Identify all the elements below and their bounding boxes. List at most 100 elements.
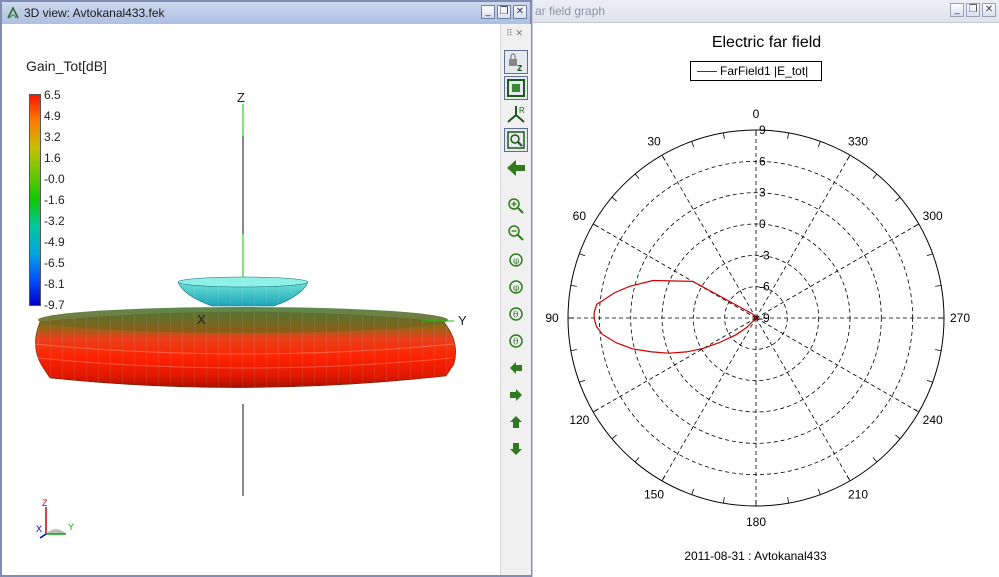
polar-angle-label: 240 bbox=[923, 413, 943, 427]
polar-tick bbox=[913, 223, 920, 228]
polar-grid-spoke bbox=[755, 317, 920, 413]
rotate-theta-minus-icon[interactable]: θ bbox=[504, 329, 528, 353]
legend-title: Gain_Tot[dB] bbox=[26, 58, 107, 74]
colorbar-label: -8.1 bbox=[44, 277, 65, 291]
polar-angle-label: 180 bbox=[746, 515, 766, 529]
svg-text:θ: θ bbox=[513, 338, 518, 348]
pan-left-icon[interactable] bbox=[504, 356, 528, 380]
polar-angle-label: 330 bbox=[848, 134, 868, 148]
3d-scene bbox=[33, 104, 456, 539]
polar-tick bbox=[592, 408, 599, 413]
polar-grid-spoke bbox=[592, 317, 757, 413]
polar-radial-label: 6 bbox=[759, 154, 766, 168]
colorbar-label: 1.6 bbox=[44, 151, 61, 165]
polar-grid-spoke bbox=[755, 317, 851, 482]
legend-entry: FarField1 |E_tot| bbox=[720, 64, 809, 78]
polar-tick bbox=[634, 173, 640, 179]
3d-view-window[interactable]: 3D view: Avtokanal433.fek _ ❐ ✕ Gain_Tot… bbox=[0, 0, 532, 577]
colorbar-label: 6.5 bbox=[44, 88, 61, 102]
svg-text:θ: θ bbox=[513, 311, 518, 321]
lock-z-icon[interactable]: z bbox=[504, 50, 528, 74]
polar-tick bbox=[722, 132, 725, 139]
far-field-titlebar[interactable]: ar field graph _ ❐ ✕ bbox=[533, 0, 999, 23]
polar-radial-label: 0 bbox=[759, 217, 766, 231]
minimize-button[interactable]: _ bbox=[950, 3, 964, 17]
polar-tick bbox=[817, 488, 821, 495]
close-button[interactable]: ✕ bbox=[982, 3, 996, 17]
zoom-in-icon[interactable] bbox=[504, 194, 528, 218]
zoom-window-icon[interactable] bbox=[504, 128, 528, 152]
z-axis-label: Z bbox=[237, 90, 245, 105]
pan-right-icon[interactable] bbox=[504, 383, 528, 407]
zoom-extents-icon[interactable] bbox=[504, 76, 528, 100]
colorbar-label: 3.2 bbox=[44, 130, 61, 144]
close-button[interactable]: ✕ bbox=[513, 5, 527, 19]
svg-text:z: z bbox=[517, 62, 523, 72]
restore-button[interactable]: ❐ bbox=[497, 5, 511, 19]
polar-tick bbox=[579, 253, 586, 257]
svg-text:φ: φ bbox=[513, 257, 519, 267]
polar-tick bbox=[570, 349, 577, 352]
polar-grid-ring bbox=[692, 254, 820, 382]
pan-up-icon[interactable] bbox=[504, 410, 528, 434]
axes-r-icon[interactable]: R bbox=[504, 102, 528, 126]
polar-angle-label: 0 bbox=[753, 107, 760, 121]
zoom-out-icon[interactable] bbox=[504, 221, 528, 245]
colorbar-label: -4.9 bbox=[44, 235, 65, 249]
polar-tick bbox=[872, 173, 878, 179]
polar-tick bbox=[926, 253, 933, 257]
polar-tick bbox=[872, 457, 878, 463]
3d-view-titlebar[interactable]: 3D view: Avtokanal433.fek _ ❐ ✕ bbox=[2, 2, 530, 25]
pan-down-icon[interactable] bbox=[504, 437, 528, 461]
polar-tick bbox=[846, 475, 851, 482]
polar-angle-label: 300 bbox=[923, 209, 943, 223]
legend-swatch bbox=[697, 71, 717, 72]
svg-text:R: R bbox=[519, 106, 525, 115]
polar-tick bbox=[570, 284, 577, 287]
polar-angle-label: 150 bbox=[644, 488, 664, 502]
polar-tick bbox=[846, 154, 851, 161]
polar-tick bbox=[895, 196, 901, 202]
polar-tick bbox=[661, 154, 666, 161]
x-axis-label: X bbox=[197, 312, 206, 327]
minimize-button[interactable]: _ bbox=[481, 5, 495, 19]
colorbar-label: 4.9 bbox=[44, 109, 61, 123]
polar-grid-ring bbox=[630, 192, 882, 444]
rotate-phi-minus-icon[interactable]: φ bbox=[504, 275, 528, 299]
colorbar-label: -3.2 bbox=[44, 214, 65, 228]
polar-tick bbox=[935, 349, 942, 352]
polar-tick bbox=[579, 379, 586, 383]
far-field-title: ar field graph bbox=[535, 4, 606, 18]
polar-tick bbox=[661, 475, 666, 482]
back-arrow-icon[interactable] bbox=[504, 156, 528, 180]
polar-angle-label: 30 bbox=[647, 134, 661, 148]
toolbar-grip[interactable]: ⠿ ✕ bbox=[506, 29, 523, 39]
polar-tick bbox=[926, 379, 933, 383]
rotate-phi-plus-icon[interactable]: φ bbox=[504, 248, 528, 272]
polar-chart: 03060901201501802102402703003309630-3-6-… bbox=[545, 107, 970, 529]
polar-radial-label: -3 bbox=[759, 248, 770, 262]
polar-tick bbox=[691, 141, 695, 148]
polar-grid-spoke bbox=[755, 154, 851, 319]
polar-grid-spoke bbox=[661, 154, 757, 319]
polar-tick bbox=[913, 408, 920, 413]
plot-footer: 2011-08-31 : Avtokanal433 bbox=[684, 549, 827, 563]
y-axis-label: Y bbox=[458, 313, 467, 328]
polar-tick bbox=[611, 434, 617, 440]
restore-button[interactable]: ❐ bbox=[966, 3, 980, 17]
far-field-graph-window[interactable]: ar field graph _ ❐ ✕ Electric far field … bbox=[532, 0, 999, 577]
polar-angle-label: 120 bbox=[569, 413, 589, 427]
colorbar-label: -9.7 bbox=[44, 298, 65, 312]
feko-app-icon bbox=[7, 6, 19, 19]
view-toolbar: ⠿ ✕ z R φ φ θ θ bbox=[500, 24, 531, 575]
colorbar-label: -6.5 bbox=[44, 256, 65, 270]
3d-viewport[interactable]: Gain_Tot[dB] 6.5 4.9 3.2 1.6 -0.0 -1.6 -3.2 -4.… bbox=[2, 24, 500, 575]
triad-x-label: X bbox=[36, 524, 43, 534]
polar-tick bbox=[634, 457, 640, 463]
polar-grid-spoke bbox=[661, 317, 757, 482]
polar-grid-spoke bbox=[592, 223, 757, 319]
polar-tick bbox=[895, 434, 901, 440]
polar-angle-label: 60 bbox=[573, 209, 587, 223]
colorbar-label: -0.0 bbox=[44, 172, 65, 186]
rotate-theta-plus-icon[interactable]: θ bbox=[504, 302, 528, 326]
